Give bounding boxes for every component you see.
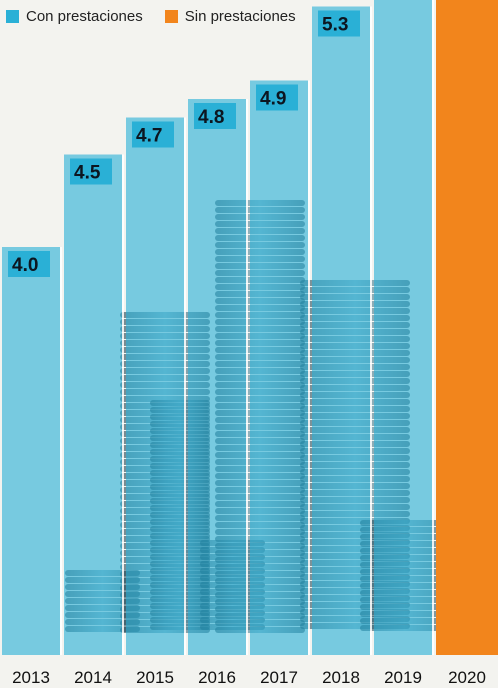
- x-tick-label-2018: 2018: [322, 668, 360, 687]
- bar-divider: [432, 0, 434, 655]
- bar-2017: [250, 80, 308, 655]
- value-label-background: [132, 121, 174, 148]
- value-label-2013: 4.0: [12, 255, 38, 276]
- value-label-background: [70, 158, 112, 185]
- legend-swatch-con-prestaciones: [6, 9, 19, 23]
- value-label-2018: 5.3: [322, 15, 348, 36]
- bar-2014: [64, 154, 122, 655]
- bar-divider: [60, 247, 62, 655]
- bar-2020: [436, 0, 498, 655]
- value-label-background: [194, 103, 236, 129]
- x-tick-label-2017: 2017: [260, 668, 298, 687]
- bar-divider: [308, 80, 310, 655]
- value-labels: 4.04.54.74.84.95.35.86.1: [8, 10, 360, 277]
- x-axis-tick-labels: 2013 2014 2015 2016 2017 2018 2019 2020: [12, 668, 486, 687]
- x-tick-label-2020: 2020: [448, 668, 486, 687]
- x-tick-label-2016: 2016: [198, 668, 236, 687]
- chart-legend: Con prestaciones Sin prestaciones: [6, 6, 296, 26]
- legend-item-sin-prestaciones: Sin prestaciones: [164, 7, 296, 25]
- x-tick-label-2013: 2013: [12, 668, 50, 687]
- bar-divider: [184, 117, 186, 655]
- value-label-background: [256, 84, 298, 111]
- value-label-2016: 4.8: [198, 107, 224, 128]
- bar-2016: [188, 99, 246, 655]
- x-tick-label-2019: 2019: [384, 668, 422, 687]
- legend-label-sin-prestaciones: Sin prestaciones: [184, 7, 296, 25]
- value-label-background: [318, 10, 360, 37]
- bars: [2, 0, 498, 655]
- bar-2015: [126, 117, 184, 655]
- bar-divider: [370, 6, 372, 655]
- x-tick-label-2015: 2015: [136, 668, 174, 687]
- bar-divider: [122, 154, 124, 655]
- bar-2019: [374, 0, 432, 655]
- legend-swatch-sin-prestaciones: [164, 9, 178, 23]
- value-label-2015: 4.7: [136, 126, 162, 147]
- x-tick-label-2014: 2014: [74, 668, 112, 687]
- bar-2018: [312, 6, 370, 655]
- value-label-2014: 4.5: [74, 163, 101, 184]
- legend-item-con-prestaciones: Con prestaciones: [6, 8, 143, 25]
- bar-divider: [246, 99, 248, 655]
- legend-label-con-prestaciones: Con prestaciones: [26, 7, 143, 25]
- bar-2013: [2, 247, 60, 655]
- value-label-2017: 4.9: [260, 89, 286, 110]
- value-label-background: [8, 251, 50, 277]
